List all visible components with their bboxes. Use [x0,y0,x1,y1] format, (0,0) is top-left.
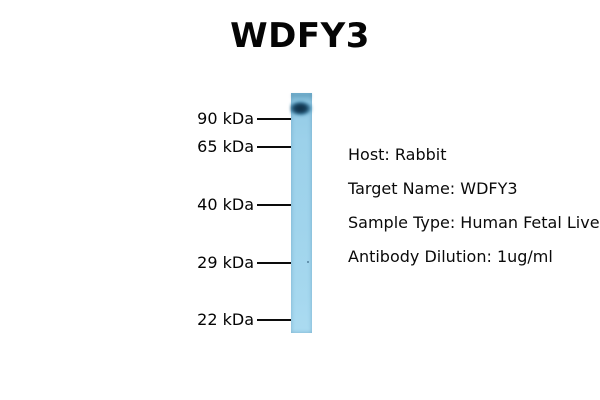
marker-label: 65 kDa [197,137,254,156]
marker-tick-line [257,146,291,148]
blot-speck [307,261,309,263]
marker-label: 90 kDa [197,109,254,128]
sample-info-block: Host: Rabbit Target Name: WDFY3 Sample T… [348,144,600,280]
info-sample-type: Sample Type: Human Fetal Liver [348,213,600,232]
marker-tick-line [257,319,291,321]
blot-lane-strip [290,93,313,333]
protein-band [290,98,313,118]
figure-title: WDFY3 [230,16,370,56]
marker-tick-line [257,204,291,206]
info-target-name: Target Name: WDFY3 [348,179,518,198]
marker-label: 29 kDa [197,253,254,272]
marker-label: 22 kDa [197,310,254,329]
info-antibody-dilution: Antibody Dilution: 1ug/ml [348,247,553,266]
marker-tick-line [257,118,291,120]
marker-label: 40 kDa [197,195,254,214]
info-host: Host: Rabbit [348,145,447,164]
marker-tick-line [257,262,291,264]
